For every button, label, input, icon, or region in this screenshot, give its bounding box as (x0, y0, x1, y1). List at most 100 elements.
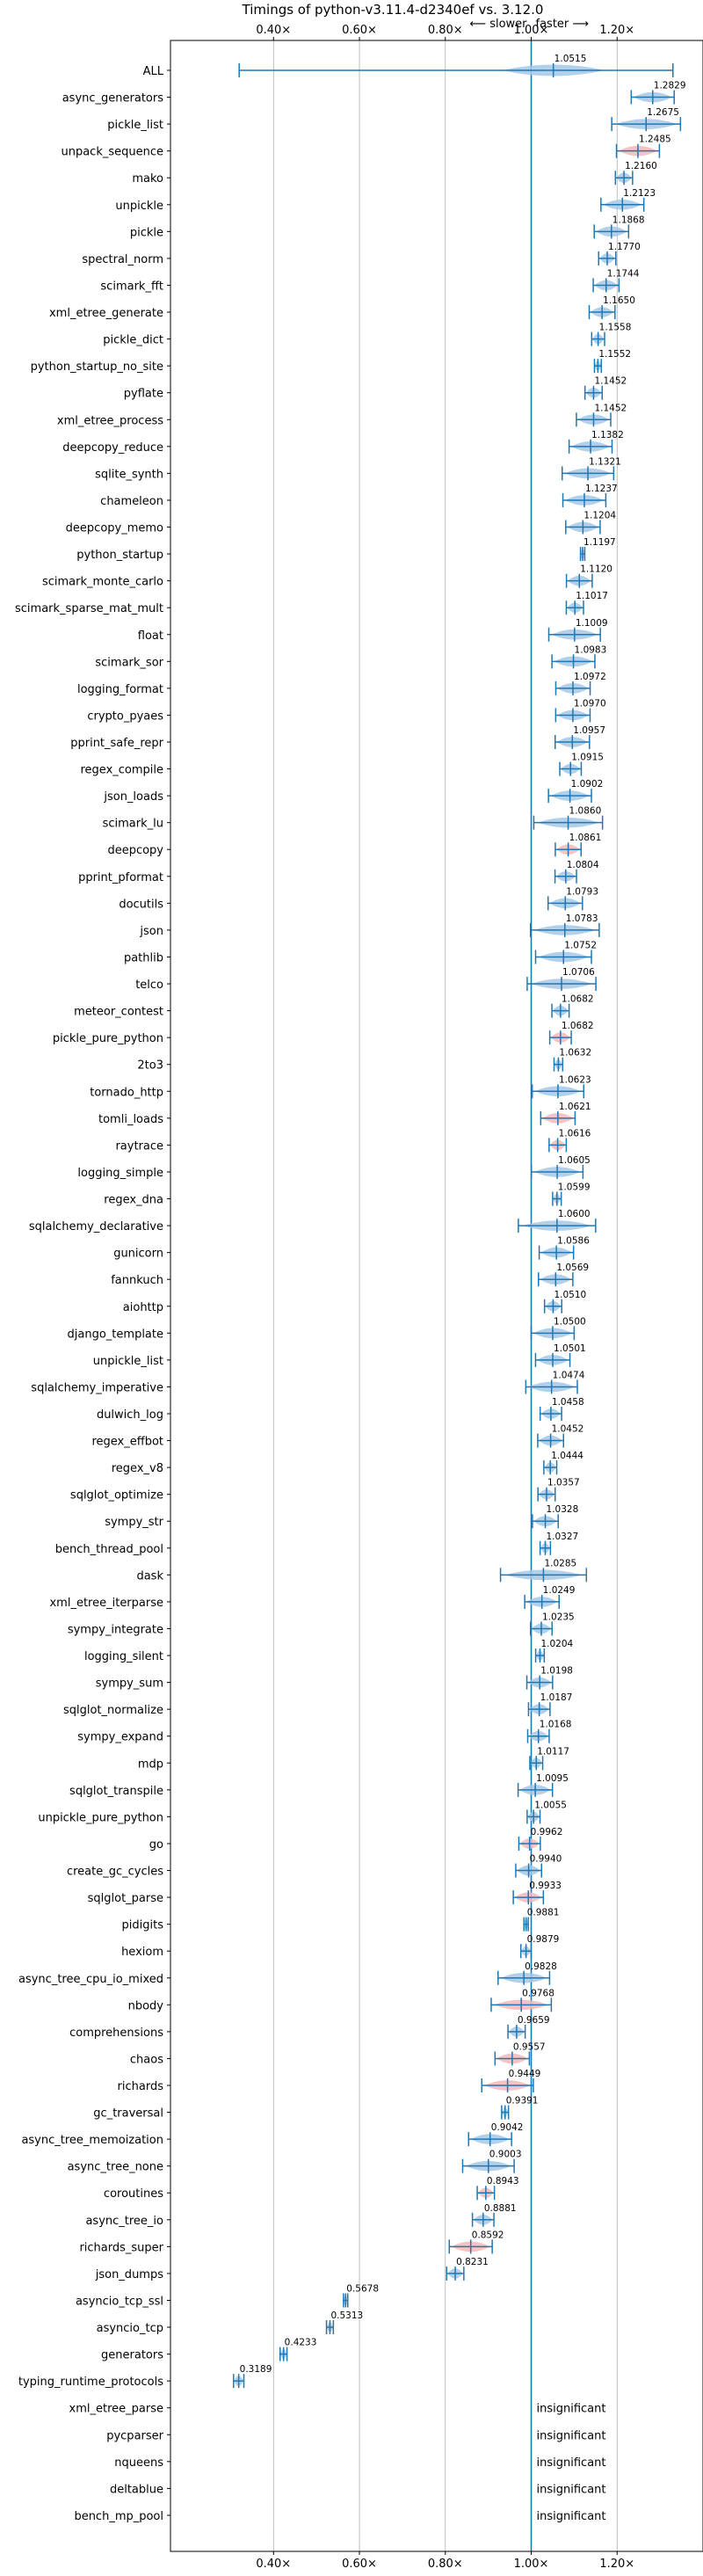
slower-label: ⟵ slower (469, 18, 527, 31)
benchmark-value-label: 1.1237 (585, 484, 618, 494)
benchmark-value-label: 1.0783 (566, 913, 598, 924)
benchmark-label: tornado_http (90, 1086, 163, 1099)
benchmark-value-label: 1.0600 (558, 1209, 591, 1219)
benchmark-label: scimark_sparse_mat_mult (15, 602, 163, 615)
benchmark-value-label: 0.9962 (531, 1827, 563, 1837)
benchmark-value-label: 0.9768 (522, 1988, 554, 1998)
benchmark-value-label: 1.0444 (551, 1451, 583, 1461)
benchmark-value-label: 1.0474 (553, 1370, 585, 1380)
x-tick-label-top: 0.60× (342, 24, 377, 37)
x-tick-label-bottom: 0.40× (256, 2558, 291, 2571)
x-tick-label-bottom: 0.80× (428, 2558, 463, 2571)
benchmark-label: async_tree_none (68, 2161, 163, 2174)
benchmark-label: xml_etree_generate (49, 307, 163, 320)
benchmark-value-label: 1.0605 (558, 1155, 591, 1166)
benchmark-label: asyncio_tcp_ssl (76, 2295, 163, 2308)
benchmark-label: python_startup_no_site (31, 360, 163, 374)
benchmark-value-label: 1.0187 (540, 1692, 573, 1703)
benchmark-value-label: 1.1558 (599, 323, 632, 333)
benchmark-label: asyncio_tcp (97, 2322, 163, 2335)
x-tick-label-bottom: 1.00× (514, 2558, 549, 2571)
benchmark-value-label: 1.0804 (567, 860, 599, 870)
benchmark-label: sqlalchemy_declarative (29, 1220, 163, 1233)
benchmark-label: typing_runtime_protocols (18, 2376, 163, 2389)
benchmark-value-label: 0.9003 (489, 2150, 522, 2160)
benchmark-value-label: 1.0861 (569, 833, 602, 843)
x-tick-label-bottom: 0.60× (342, 2558, 377, 2571)
benchmark-value-label: 0.9449 (509, 2069, 541, 2079)
benchmark-label: sqlite_synth (95, 468, 163, 481)
benchmark-value-label: 1.0706 (562, 967, 595, 978)
benchmark-label: gunicorn (113, 1248, 163, 1261)
benchmark-label: logging_silent (84, 1650, 163, 1663)
benchmark-label: async_tree_memoization (21, 2134, 163, 2147)
benchmark-value-label: 1.0452 (552, 1424, 584, 1435)
benchmark-value-label: 1.2123 (623, 188, 656, 199)
benchmark-value-label: 1.2675 (647, 107, 679, 118)
benchmark-value-label: 1.0204 (540, 1639, 573, 1649)
benchmark-value-label: 1.0458 (552, 1397, 584, 1408)
benchmark-value-label: 1.0621 (559, 1102, 591, 1112)
benchmark-value-label: 0.9828 (525, 1961, 557, 1972)
benchmark-value-label: 1.1197 (583, 537, 616, 548)
benchmark-label: pidigits (122, 1919, 164, 1932)
benchmark-value-label: 1.0327 (546, 1532, 578, 1542)
benchmark-label: float (138, 629, 163, 643)
benchmark-value-label: 1.0515 (554, 54, 587, 64)
benchmark-label: logging_simple (77, 1167, 163, 1180)
benchmark-label: ALL (143, 65, 164, 78)
benchmark-label: sqlglot_transpile (69, 1785, 163, 1798)
benchmark-label: tomli_loads (98, 1113, 163, 1126)
benchmark-value-label: 1.0095 (536, 1773, 569, 1784)
benchmark-label: pickle (130, 226, 163, 239)
benchmark-label: bench_thread_pool (55, 1543, 163, 1556)
benchmark-value-label: 0.9879 (527, 1934, 560, 1945)
benchmark-value-label: 0.9659 (518, 2015, 550, 2026)
benchmark-label: comprehensions (69, 2027, 163, 2040)
benchmark-value-label: 1.1552 (598, 349, 631, 360)
benchmark-label: pickle_pure_python (53, 1032, 163, 1045)
benchmark-value-label: 0.9881 (527, 1908, 560, 1918)
benchmark-value-label: 1.0235 (542, 1612, 575, 1622)
benchmark-value-label: 0.9391 (506, 2096, 539, 2107)
benchmark-label: sympy_integrate (68, 1623, 163, 1636)
benchmark-label: regex_dna (104, 1194, 163, 1207)
x-tick-label-bottom: 1.20× (599, 2558, 634, 2571)
benchmark-label: pprint_safe_repr (70, 737, 163, 750)
benchmark-value-label: 1.1009 (576, 618, 608, 629)
benchmark-value-label: 1.0117 (537, 1746, 569, 1757)
benchmark-label: unpickle (115, 200, 163, 213)
benchmark-value-label: 1.0902 (571, 779, 604, 790)
benchmark-value-label: 0.9933 (529, 1881, 562, 1891)
benchmark-label: xml_etree_parse (69, 2403, 163, 2416)
benchmark-label: deltablue (110, 2483, 163, 2496)
benchmark-value-label: 0.8231 (456, 2257, 489, 2267)
benchmark-value-label: 1.0860 (569, 806, 602, 817)
benchmark-label: go (149, 1838, 163, 1852)
benchmark-value-label: 1.0983 (575, 644, 607, 655)
benchmark-value-label: 1.0616 (559, 1128, 591, 1139)
benchmark-label: telco (135, 979, 163, 992)
benchmark-label: pickle_list (107, 119, 163, 132)
benchmark-value-label: 1.0599 (558, 1182, 591, 1193)
x-tick-label-top: 1.00× (514, 24, 549, 37)
benchmark-label: async_generators (62, 92, 164, 106)
benchmark-label: pickle_dict (103, 334, 163, 347)
benchmark-value-label: 1.1017 (576, 591, 608, 601)
benchmark-value-label: 1.1452 (594, 403, 627, 413)
x-axis: 0.40× 0.40× 0.60× 0.60× 0.80× 0.80× 1.00× 1.00×… (167, 18, 634, 2571)
benchmark-value-label: 0.9042 (491, 2122, 524, 2133)
benchmark-label: sympy_sum (96, 1677, 163, 1691)
benchmark-value-label: 1.1120 (580, 564, 612, 575)
benchmark-label: mako (132, 172, 163, 186)
benchmark-value-label: 1.0198 (540, 1666, 573, 1677)
benchmark-label: sqlglot_parse (88, 1892, 163, 1905)
benchmark-value-label: 0.4233 (285, 2338, 317, 2348)
benchmark-value-label: 1.0501 (554, 1343, 586, 1354)
benchmark-label: mdp (138, 1757, 163, 1771)
benchmark-label: dask (136, 1569, 163, 1583)
chart-title: Timings of python-v3.11.4-d2340ef vs. 3.… (242, 2, 544, 18)
benchmark-label: nqueens (114, 2456, 163, 2470)
